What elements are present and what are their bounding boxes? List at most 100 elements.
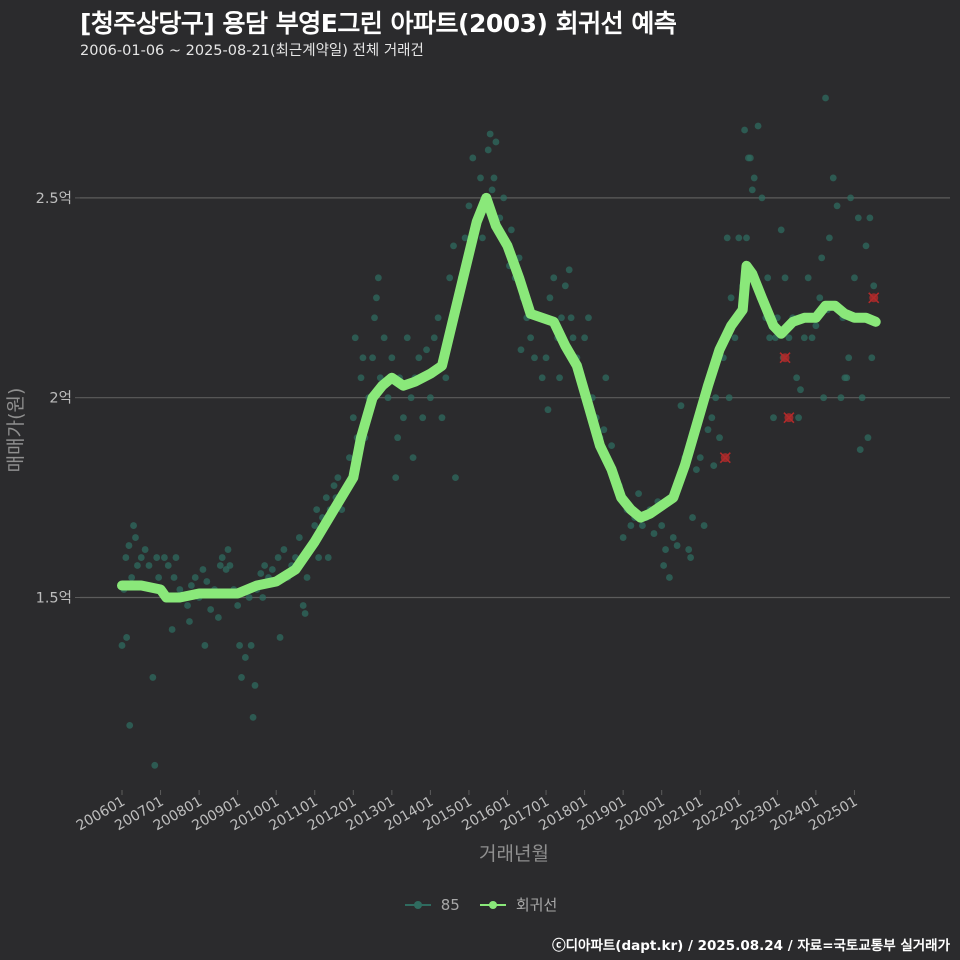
scatter-point xyxy=(500,194,508,202)
scatter-point xyxy=(829,174,837,182)
scatter-point xyxy=(442,374,450,382)
scatter-point xyxy=(161,554,168,561)
legend-item-scatter[interactable]: 85 xyxy=(403,895,460,915)
scatter-point xyxy=(172,554,180,561)
scatter-point xyxy=(858,394,866,402)
scatter-point xyxy=(315,554,323,561)
scatter-point xyxy=(492,138,500,146)
scatter-point xyxy=(132,534,139,541)
source-caption: ⓒ디아파트(dapt.kr) / 2025.08.24 / 자료=국토교통부 실… xyxy=(552,938,950,954)
scatter-point xyxy=(351,334,359,342)
scatter-point xyxy=(820,394,828,402)
scatter-point xyxy=(427,394,434,402)
scatter-point xyxy=(461,234,469,242)
scatter-point xyxy=(689,514,696,521)
scatter-point xyxy=(685,546,693,553)
legend-key-regression xyxy=(478,895,508,915)
scatter-point xyxy=(816,294,824,302)
scatter-point xyxy=(581,334,588,342)
scatter-point xyxy=(764,274,772,282)
scatter-point xyxy=(118,642,126,649)
scatter-point xyxy=(257,570,265,577)
scatter-point xyxy=(311,522,319,529)
regression-line-series xyxy=(117,192,881,603)
scatter-point xyxy=(542,354,550,362)
scatter-point xyxy=(544,406,552,414)
outlier-series xyxy=(719,292,880,464)
scatter-point xyxy=(122,554,130,561)
scatter-point xyxy=(822,94,829,102)
scatter-point xyxy=(868,354,876,362)
scatter-point xyxy=(276,634,284,641)
scatter-point xyxy=(261,562,269,569)
scatter-point xyxy=(224,546,232,553)
scatter-point xyxy=(565,266,573,274)
chart-title: [청주상당구] 용담 부영E그린 아파트(2003) 회귀선 예측 xyxy=(80,9,677,38)
scatter-point xyxy=(793,374,801,382)
scatter-point xyxy=(203,578,211,585)
scatter-point xyxy=(777,226,785,234)
scatter-point xyxy=(201,642,209,649)
outlier-cross xyxy=(719,452,731,464)
scatter-point xyxy=(236,642,243,649)
scatter-point xyxy=(218,554,226,561)
scatter-point xyxy=(735,234,743,242)
scatter-point xyxy=(126,721,134,729)
scatter-point xyxy=(155,574,163,581)
scatter-point xyxy=(187,582,195,589)
scatter-point xyxy=(660,562,668,569)
scatter-point xyxy=(419,414,427,422)
scatter-point xyxy=(531,354,538,362)
scatter-point xyxy=(766,334,774,342)
scatter-point xyxy=(380,334,388,342)
scatter-point xyxy=(170,574,178,581)
scatter-point xyxy=(423,346,430,354)
scatter-point xyxy=(346,454,353,462)
scatter-point xyxy=(712,394,720,402)
scatter-point xyxy=(870,282,878,290)
scatter-point xyxy=(704,426,712,434)
scatter-point xyxy=(186,618,193,625)
scatter-point xyxy=(446,274,454,282)
scatter-point xyxy=(241,654,249,661)
scatter-point xyxy=(550,274,558,282)
y-tick-label: 1.5억 xyxy=(36,590,72,607)
scatter-point xyxy=(359,354,367,362)
scatter-point xyxy=(746,154,754,162)
scatter-point xyxy=(313,506,321,513)
scatter-point xyxy=(450,242,457,250)
scatter-point xyxy=(486,130,494,138)
legend-label-regression: 회귀선 xyxy=(515,896,558,914)
scatter-point xyxy=(128,574,136,581)
scatter-point xyxy=(556,374,563,382)
scatter-point xyxy=(384,394,392,402)
scatter-point xyxy=(484,146,492,154)
scatter-point xyxy=(673,542,681,549)
scatter-point xyxy=(708,414,716,422)
scatter-point xyxy=(558,314,565,322)
scatter-point xyxy=(164,562,172,569)
scatter-point xyxy=(469,154,477,162)
scatter-point xyxy=(299,602,307,609)
scatter-point xyxy=(371,314,378,322)
scatter-point xyxy=(400,414,407,422)
scatter-point xyxy=(403,334,411,342)
scatter-point xyxy=(602,374,610,382)
scatter-point xyxy=(627,522,635,529)
scatter-point xyxy=(477,174,484,182)
scatter-point xyxy=(184,602,191,609)
scatter-point xyxy=(374,274,382,282)
scatter-point xyxy=(710,462,718,470)
scatter-point xyxy=(696,454,704,462)
scatter-point xyxy=(833,202,841,210)
scatter-point xyxy=(748,186,756,194)
scatter-point xyxy=(851,274,858,282)
scatter-point xyxy=(245,594,253,601)
scatter-point xyxy=(800,334,808,342)
scatter-point xyxy=(723,234,731,242)
legend-item-regression[interactable]: 회귀선 xyxy=(478,894,557,915)
scatter-point xyxy=(295,534,303,541)
scatter-point xyxy=(546,294,554,302)
scatter-point xyxy=(669,534,677,541)
